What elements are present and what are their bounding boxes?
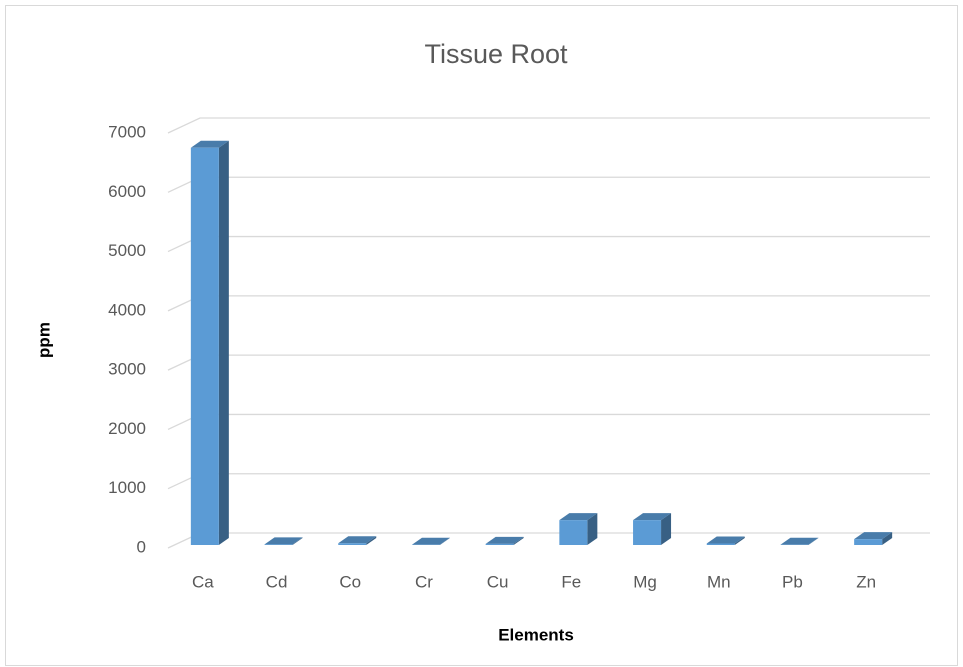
bar-face xyxy=(559,520,588,545)
bar-face xyxy=(218,140,229,546)
bar-face xyxy=(808,537,819,545)
x-tick-label: Ca xyxy=(192,572,214,591)
y-tick-label: 0 xyxy=(137,537,146,556)
bar xyxy=(633,513,672,545)
y-axis-title: ppm xyxy=(34,322,53,358)
bar-face xyxy=(780,537,819,545)
bar xyxy=(485,536,524,545)
bar xyxy=(190,140,229,546)
bar-face xyxy=(706,543,735,545)
bar xyxy=(411,537,450,545)
x-tick-label: Zn xyxy=(856,572,876,591)
bar-face xyxy=(734,536,745,545)
bar-face xyxy=(661,513,672,545)
bar xyxy=(706,536,745,545)
y-tick-label: 7000 xyxy=(108,122,146,141)
x-tick-label: Cr xyxy=(415,572,433,591)
bar-face xyxy=(706,536,745,544)
x-tick-label: Fe xyxy=(561,572,581,591)
bar-face xyxy=(338,536,377,544)
bar-face xyxy=(559,513,598,521)
bar-face xyxy=(439,537,450,545)
bar-face xyxy=(854,539,883,545)
bar-face xyxy=(190,147,219,546)
x-tick-label: Co xyxy=(339,572,361,591)
bar-face xyxy=(854,532,893,540)
bar xyxy=(264,537,303,545)
bar-face xyxy=(366,536,377,545)
bar-face xyxy=(338,543,367,545)
bar-face xyxy=(485,536,524,544)
bar-face xyxy=(411,537,450,545)
x-tick-label: Cu xyxy=(487,572,509,591)
bar-face xyxy=(587,513,598,545)
x-axis-title: Elements xyxy=(498,625,574,644)
x-tick-label: Cd xyxy=(266,572,288,591)
y-tick-label: 5000 xyxy=(108,241,146,260)
bar xyxy=(780,537,819,545)
y-tick-label: 2000 xyxy=(108,419,146,438)
bar-face xyxy=(264,537,303,545)
x-tick-label: Mg xyxy=(633,572,657,591)
x-tick-label: Pb xyxy=(782,572,803,591)
x-tick-label: Mn xyxy=(707,572,731,591)
bar-face xyxy=(513,536,524,545)
grid-line xyxy=(167,117,930,134)
bar xyxy=(559,513,598,545)
y-tick-label: 1000 xyxy=(108,478,146,497)
bar-face xyxy=(292,537,303,545)
bar xyxy=(338,536,377,545)
bar xyxy=(854,532,893,545)
bar-face xyxy=(633,520,662,545)
y-tick-label: 4000 xyxy=(108,300,146,319)
chart-title: Tissue Root xyxy=(424,39,568,69)
bar-face xyxy=(882,532,893,545)
bar-face xyxy=(485,543,514,545)
chart-border xyxy=(5,5,958,666)
y-tick-label: 6000 xyxy=(108,182,146,201)
y-tick-label: 3000 xyxy=(108,360,146,379)
bar-face xyxy=(264,544,293,545)
bar-face xyxy=(633,513,672,521)
bar-face xyxy=(190,140,229,148)
